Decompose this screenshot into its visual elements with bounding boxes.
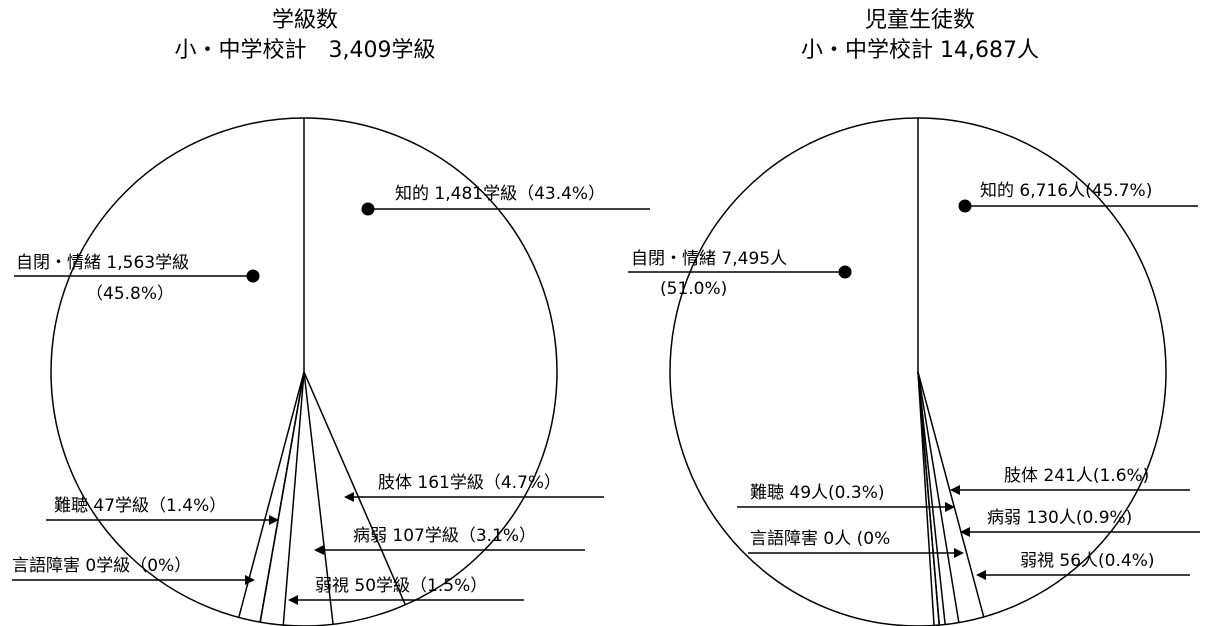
chart2-slice-boundary (917, 371, 960, 623)
chart1-slice-0-dot (361, 202, 375, 216)
chart1-title: 学級数 (271, 8, 338, 33)
chart1-slice-boundary (303, 371, 334, 625)
chart2-title-block: 児童生徒数 小・中学校計 14,687人 (745, 6, 1095, 66)
chart2-slice-6-label-percent: (51.0%) (660, 279, 727, 299)
chart1-slice-6-label-percent: （45.8%） (86, 284, 174, 304)
chart1-slice-5-label: 難聴 47学級（1.4%） (54, 496, 226, 516)
chart1-slice-1-label: 肢体 161学級（4.7%） (378, 473, 561, 493)
chart2-slice-6-dot (838, 265, 852, 279)
chart1-slice-2-label: 病弱 107学級（3.1%） (353, 526, 536, 546)
chart1-title-block: 学級数 小・中学校計 3,409学級 (130, 6, 480, 66)
chart2-title: 児童生徒数 (864, 8, 975, 33)
chart2-slice-0-label: 知的 6,716人(45.7%) (980, 181, 1152, 201)
chart2-slice-5-label: 難聴 49人(0.3%) (750, 483, 885, 503)
chart2-slice-0-dot (958, 199, 972, 213)
chart2-subtitle: 小・中学校計 14,687人 (801, 38, 1039, 63)
chart2-slice-6-label: 自閉・情緒 7,495人 (631, 249, 787, 269)
chart1-slice-6-dot (246, 269, 260, 283)
chart1-slice-6-label: 自閉・情緒 1,563学級 (16, 253, 189, 273)
chart1-slice-boundary (259, 371, 305, 623)
chart2-slice-2-label: 病弱 130人(0.9%) (987, 508, 1132, 528)
chart2-slice-boundary (917, 371, 946, 625)
chart2-slice-1-label: 肢体 241人(1.6%) (1004, 466, 1149, 486)
chart1-slice-3-label: 弱視 50学級（1.5%） (315, 576, 487, 596)
chart1-slice-0-label: 知的 1,481学級（43.4%） (395, 184, 605, 204)
chart1-slice-boundary (282, 371, 305, 626)
chart2-slice-3-label: 弱視 56人(0.4%) (1020, 551, 1155, 571)
chart1-subtitle: 小・中学校計 3,409学級 (174, 38, 436, 63)
chart2-slice-4-label: 言語障害 0人 (0% (750, 529, 890, 549)
chart1-slice-boundary (303, 371, 406, 606)
chart2-slice-boundary (917, 371, 935, 626)
chart1-slice-4-label: 言語障害 0学級（0%） (12, 556, 191, 576)
chart2-slice-boundary (917, 371, 940, 626)
